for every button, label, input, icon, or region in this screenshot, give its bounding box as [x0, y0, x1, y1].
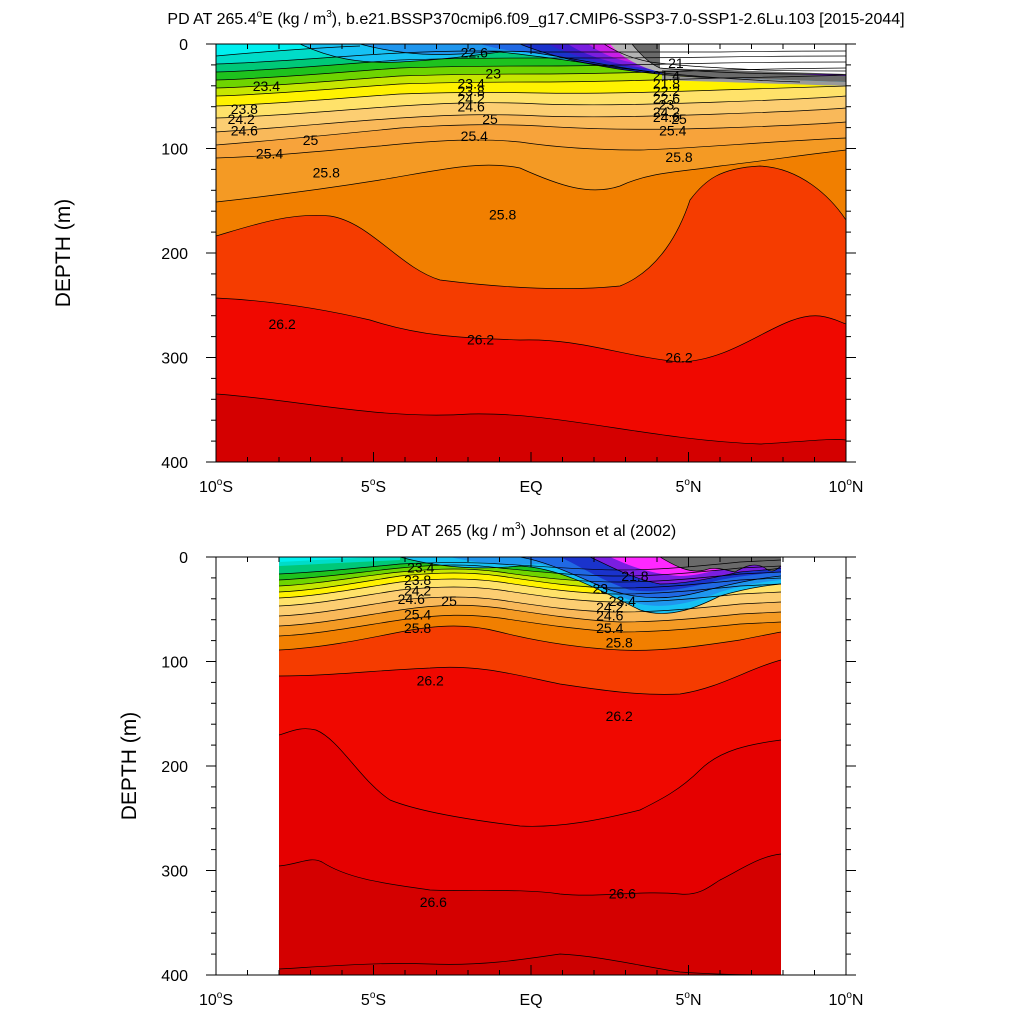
contour-label: 24.2: [458, 90, 485, 106]
x-tick-label: 10oN: [829, 990, 864, 1009]
x-tick-label: EQ: [519, 479, 542, 496]
contour-label: 23.8: [458, 83, 485, 99]
panel-title: PD AT 265 (kg / m3) Johnson et al (2002): [386, 521, 676, 540]
panel-model: PD AT 265.4oE (kg / m3), b.e21.BSSP370cm…: [52, 9, 905, 496]
contour-label: 24.6: [398, 591, 425, 607]
contour-label: 25.4: [461, 128, 488, 144]
x-tick-label: 5oS: [361, 990, 386, 1009]
panel-title: PD AT 265.4oE (kg / m3), b.e21.BSSP370cm…: [167, 9, 904, 28]
contour-label: 23: [593, 580, 609, 596]
contour-label: 22.6: [653, 90, 680, 106]
contour-label: 23.4: [458, 76, 485, 92]
y-tick-label: 100: [161, 655, 188, 672]
contour-label: 23: [485, 65, 501, 81]
contour-label: 23.8: [231, 101, 258, 117]
y-tick-label: 300: [161, 864, 188, 881]
contour-label: 25.4: [596, 620, 623, 636]
y-tick-label: 100: [161, 142, 188, 159]
contour-label: 26.2: [417, 672, 444, 688]
contour-label: 24.6: [231, 123, 258, 139]
y-tick-label: 200: [161, 246, 188, 263]
contour-label: 23: [659, 97, 675, 113]
contour-label: 24.6: [653, 109, 680, 125]
y-tick-label: 400: [161, 455, 188, 472]
y-tick-label: 200: [161, 759, 188, 776]
panel-observed: PD AT 265 (kg / m3) Johnson et al (2002): [118, 521, 863, 1009]
contour-label: 26.2: [467, 332, 494, 348]
contour-label: 25.4: [256, 146, 283, 162]
contour-label: 24.2: [404, 582, 431, 598]
contour-label: 21: [668, 55, 684, 71]
x-tick-label: EQ: [519, 992, 542, 1009]
contour-label: 25.8: [665, 149, 692, 165]
contour-label: 21.8: [653, 76, 680, 92]
y-tick-label: 0: [179, 37, 188, 54]
x-tick-label: 5oS: [361, 477, 386, 496]
contour-label: 25.8: [404, 620, 431, 636]
y-axis-label: DEPTH (m): [52, 199, 75, 308]
fill-no-data: [660, 44, 846, 74]
x-tick-label: 10oS: [199, 477, 233, 496]
contour-label: 25.4: [659, 123, 686, 139]
contour-field: [216, 44, 846, 462]
contour-label: 24.6: [458, 99, 485, 115]
contour-label: 25.8: [313, 165, 340, 181]
contour-label: 24.2: [228, 111, 255, 127]
contour-label: 24.6: [596, 608, 623, 624]
contour-label: 23.4: [609, 593, 636, 609]
contour-labels: 23.423.824.224.6 2525.425.821.82323.424.2…: [398, 559, 649, 909]
y-axis-label: DEPTH (m): [118, 712, 141, 821]
x-tick-label: 5oN: [675, 990, 701, 1009]
contour-label: 26.2: [606, 708, 633, 724]
contour-label: 26.6: [420, 894, 447, 910]
contour-label: 25: [671, 111, 687, 127]
contour-label: 26.6: [609, 885, 636, 901]
contour-field: [279, 557, 782, 975]
axes: 10oS 5oS EQ 5oN 10oN 0 100 200 300 400: [161, 37, 863, 496]
contour-label: 26.2: [269, 316, 296, 332]
contour-label: 22.6: [461, 44, 488, 60]
fill-20.6-lower: [662, 70, 846, 82]
y-tick-label: 400: [161, 968, 188, 985]
contour-label: 24.2: [596, 599, 623, 615]
contour-label: 26.2: [665, 350, 692, 366]
x-tick-label: 10oS: [199, 990, 233, 1009]
contour-label: 23.8: [404, 572, 431, 588]
y-tick-label: 300: [161, 351, 188, 368]
contour-label: 25.8: [489, 206, 516, 222]
y-tick-label: 0: [179, 550, 188, 567]
contour-label: 23.4: [253, 78, 280, 94]
contour-label: 21.8: [621, 568, 648, 584]
contour-label: 24.2: [653, 104, 680, 120]
x-tick-label: 10oN: [829, 477, 864, 496]
fill-20.6: [660, 557, 781, 572]
fill-23.4: [279, 557, 380, 562]
contour-label: 25: [441, 593, 457, 609]
contour-label: 25: [482, 111, 498, 127]
contour-label: 21.4: [653, 67, 680, 83]
contour-label: 25.4: [404, 606, 431, 622]
contour-label: 25: [303, 132, 319, 148]
x-tick-label: 5oN: [675, 477, 701, 496]
axes: 10oS 5oS EQ 5oN 10oN 0 100 200 300 400: [161, 550, 863, 1009]
contour-label: 25.8: [606, 635, 633, 651]
contour-label: 23.4: [407, 559, 434, 575]
contour-lines: [279, 557, 782, 975]
contour-label: 22.2: [653, 83, 680, 99]
contour-lines: [216, 44, 846, 445]
